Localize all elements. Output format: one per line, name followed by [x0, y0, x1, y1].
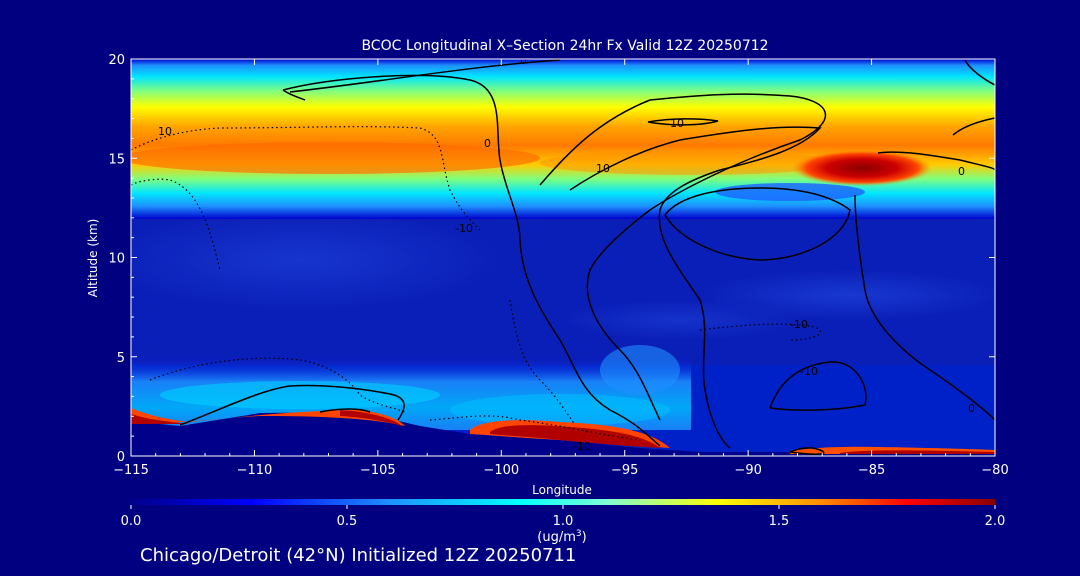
mid-blue-patch [131, 210, 500, 310]
y-axis: 0 5 10 15 20 [108, 53, 995, 465]
contour-label: 10 [670, 117, 684, 130]
y-tick-label: 5 [117, 351, 125, 366]
colorbar-tick-label: 1.0 [553, 514, 574, 529]
chart-title: BCOC Longitudinal X–Section 24hr Fx Vali… [361, 38, 768, 54]
boundary-layer-west-max [131, 408, 405, 426]
contour-boundary [179, 384, 405, 426]
contour-label: 0 [968, 402, 975, 415]
contour-east-right [952, 59, 995, 136]
lower-cyan-patch [600, 345, 680, 395]
contour-minus10-b [131, 178, 221, 271]
colorbar: 0.0 0.5 1.0 1.5 2.0 (ug/m3) [121, 499, 1006, 545]
contour-zero-main [282, 74, 661, 447]
lower-cyan-patch [160, 381, 440, 409]
x-tick-label: −100 [483, 463, 519, 478]
contour-zero-top [282, 59, 561, 101]
boundary-layer-west-max [340, 410, 402, 426]
contour-far-east [877, 151, 995, 171]
contour-far-east-2 [854, 194, 995, 421]
x-tick-label: −80 [981, 463, 1008, 478]
boundary-layer-central-max [490, 425, 660, 448]
y-tick-label: 10 [108, 252, 125, 267]
mid-blue-patch [700, 270, 995, 320]
contour-minus10-a [131, 126, 481, 231]
contour-label: 10 [596, 162, 610, 175]
x-tick-label: −85 [858, 463, 885, 478]
contour-label: -10 [790, 318, 808, 331]
colorbar-tick-label: 0.0 [121, 514, 142, 529]
x-axis-label: Longitude [532, 483, 592, 497]
contour-east-inner [569, 126, 822, 449]
contour-label: 0 [484, 137, 491, 150]
contour-lines-dotted [131, 126, 821, 441]
colorbar-units-close: ) [582, 530, 587, 545]
contour-label: 0 [958, 165, 965, 178]
colorbar-tick-label: 1.5 [769, 514, 790, 529]
contour-minus10-low [429, 415, 641, 441]
x-tick-label: −95 [611, 463, 638, 478]
x-tick-label: −110 [237, 463, 273, 478]
contour-east-loop [539, 93, 827, 421]
upper-orange-core [131, 142, 540, 174]
contour-label: -10 [800, 365, 818, 378]
plot-area: 0 10 10 0 -10 10 -10 0 -10 -10 0 [130, 54, 996, 457]
contour-label: 0 [520, 54, 527, 67]
contour-plus10-right [664, 187, 851, 261]
contour-label: -10 [455, 222, 473, 235]
contour-minus10-mid [509, 299, 576, 426]
colorbar-ticks: 0.0 0.5 1.0 1.5 2.0 [121, 505, 1006, 529]
contour-lines [179, 59, 995, 455]
colorbar-tick-label: 0.5 [337, 514, 358, 529]
colorbar-tick-label: 2.0 [985, 514, 1006, 529]
x-tick-label: −105 [360, 463, 396, 478]
x-tick-label: −115 [113, 463, 149, 478]
upper-aerosol-layer [131, 59, 995, 219]
contour-minus10-c [699, 323, 821, 341]
mid-blue-patch [560, 300, 800, 340]
colorbar-units-text: (ug/m [537, 530, 576, 545]
lower-cyan-patch [450, 394, 670, 426]
blue-intrusion [715, 183, 865, 201]
contour-label: -10 [573, 440, 591, 453]
surface-band-east [840, 450, 995, 454]
x-tick-label: −90 [734, 463, 761, 478]
y-tick-label: 20 [108, 53, 125, 68]
colorbar-units-superscript: 3 [576, 529, 582, 539]
upper-maximum [792, 150, 932, 186]
terrain [131, 412, 995, 456]
boundary-layer-west-max [131, 414, 190, 424]
contour-label: 10 [158, 125, 172, 138]
y-tick-label: 0 [117, 450, 125, 465]
contour-lower-east [769, 361, 867, 411]
colorbar-ramp [131, 499, 995, 505]
contour-surface-east [789, 447, 825, 455]
y-tick-label: 15 [108, 152, 125, 167]
colorbar-units: (ug/m3) [537, 529, 586, 545]
footer-caption: Chicago/Detroit (42°N) Initialized 12Z 2… [140, 545, 576, 566]
contour-plus10-upper [647, 118, 719, 126]
x-axis: −115 −110 −105 −100 −95 −90 −85 −80 [113, 59, 1009, 478]
y-axis-label: Altitude (km) [86, 219, 100, 298]
contour-minus10-west [149, 357, 406, 413]
